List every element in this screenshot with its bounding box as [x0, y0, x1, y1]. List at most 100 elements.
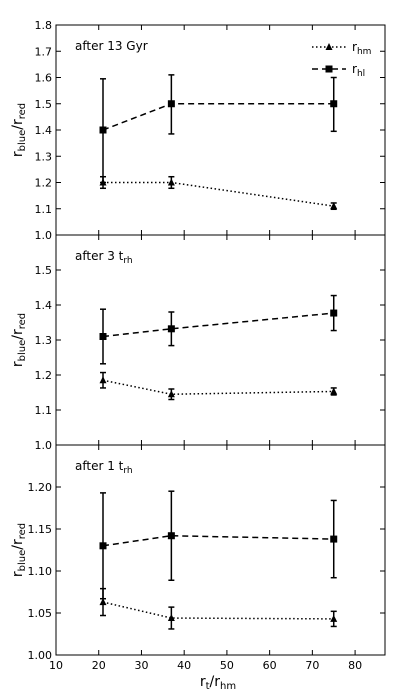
series-r-hm: [99, 371, 338, 401]
y-tick-label: 1.2: [35, 177, 53, 190]
legend-marker: [325, 43, 333, 50]
legend-label-sub: hl: [357, 69, 365, 79]
legend-label-main: r: [352, 40, 357, 54]
data-point: [330, 202, 338, 210]
data-point: [99, 598, 107, 606]
y-axis-label-main: r: [10, 571, 26, 577]
x-tick-label: 20: [92, 659, 106, 672]
y-tick-label: 1.1: [35, 404, 53, 417]
x-tick-label: 70: [305, 659, 319, 672]
panel-label-main: after 13 Gyr: [75, 39, 148, 53]
series-r-hl: [99, 294, 338, 365]
series-line: [103, 181, 334, 207]
y-tick-label: 1.15: [28, 523, 53, 536]
legend-marker: [325, 65, 333, 73]
y-axis-label-main: r: [10, 361, 26, 367]
legend-label-sub: hm: [357, 47, 371, 57]
panel-1: 1.01.11.21.31.41.51.61.71.8rblue/rredaft…: [10, 19, 386, 242]
data-point: [99, 126, 107, 134]
data-point: [167, 178, 175, 186]
series-line: [102, 312, 334, 338]
y-axis-label-sub1: blue: [17, 130, 28, 152]
series-line: [102, 601, 334, 620]
y-axis-label-sep: /r: [10, 329, 26, 340]
panel-2: 1.0 1.1 1.2 1.3 1.4 1.5 rblue/rred after 3 trh: [10, 234, 386, 452]
legend-label: rhl: [352, 62, 365, 79]
data-point: [167, 390, 175, 398]
x-tick-label: 30: [134, 659, 148, 672]
data-point: [99, 333, 107, 340]
series-line: [102, 379, 334, 396]
data-point: [99, 542, 107, 550]
series-line: [102, 103, 334, 131]
y-tick-label: 1.3: [35, 334, 53, 347]
series-r-hm: [99, 587, 338, 630]
data-point: [167, 325, 175, 333]
y-tick-label: 1.05: [28, 607, 53, 620]
data-point: [330, 100, 338, 108]
panel-label: after 3 trh: [75, 249, 133, 266]
x-axis-label-sep: /r: [210, 674, 221, 690]
series-line: [102, 534, 334, 547]
y-tick-label: 1.4: [35, 124, 53, 137]
panel-frame: [55, 444, 386, 656]
y-axis-label-sub1: blue: [17, 550, 28, 572]
y-tick-label: 1.2: [35, 369, 53, 382]
y-tick-label: 1.0: [35, 229, 53, 242]
data-point: [167, 614, 175, 622]
legend-label-main: r: [352, 62, 357, 76]
panels: 1.01.11.21.31.41.51.61.71.8rblue/rredaft…: [10, 19, 386, 662]
x-tick-labels: 10 20 30 40 50 60 70 80: [49, 659, 362, 672]
y-axis-label-sub1: blue: [17, 340, 28, 362]
panel-label: after 13 Gyr: [75, 39, 148, 53]
y-tick-label: 1.1: [35, 203, 53, 216]
x-tick-label: 80: [348, 659, 362, 672]
data-point: [99, 376, 107, 384]
series-r-hl: [99, 490, 338, 600]
y-tick-label: 1.20: [28, 481, 53, 494]
x-axis-label-main: r: [200, 674, 206, 690]
x-axis-label-sub2: hm: [220, 681, 236, 692]
y-axis-label-sep: /r: [10, 119, 26, 130]
x-tick-label: 50: [220, 659, 234, 672]
panel-label-sub: rh: [123, 256, 132, 266]
y-tick-label: 1.5: [35, 264, 53, 277]
series-r-hm: [99, 175, 338, 211]
panel-label-main: after 1 t: [75, 459, 124, 473]
y-tick-label: 1.4: [35, 299, 53, 312]
panel-label-main: after 3 t: [75, 249, 124, 263]
legend-label: rhm: [352, 40, 371, 57]
y-axis-label-sep: /r: [10, 539, 26, 550]
y-tick-label: 1.7: [35, 45, 53, 58]
data-point: [330, 614, 338, 622]
y-axis-label-sub2: red: [17, 523, 28, 539]
data-point: [330, 535, 338, 543]
x-axis-label-sub1: t: [206, 681, 210, 692]
x-axis-label: rt/rhm: [200, 674, 236, 692]
y-tick-label: 1.3: [35, 150, 53, 163]
y-axis-label: rblue/rred: [10, 313, 28, 367]
y-axis-label: rblue/rred: [10, 103, 28, 157]
data-point: [167, 100, 175, 108]
y-tick-label: 1.10: [28, 565, 53, 578]
x-tick-label: 60: [263, 659, 277, 672]
y-tick-label: 1.0: [35, 439, 53, 452]
series-r-hl: [99, 74, 338, 184]
x-tick-label: 10: [49, 659, 63, 672]
y-axis-label-main: r: [10, 151, 26, 157]
x-tick-label: 40: [177, 659, 191, 672]
y-tick-label: 1.6: [35, 72, 53, 85]
y-axis-label-sub2: red: [17, 313, 28, 329]
y-tick-label: 1.00: [28, 649, 53, 662]
panel-label: after 1 trh: [75, 459, 133, 476]
data-point: [330, 309, 338, 317]
y-tick-label: 1.8: [35, 19, 53, 32]
data-point: [167, 532, 175, 540]
data-point: [330, 387, 338, 395]
y-axis-label-sub2: red: [17, 103, 28, 119]
y-tick-label: 1.5: [35, 98, 53, 111]
y-axis-label: rblue/rred: [10, 523, 28, 577]
